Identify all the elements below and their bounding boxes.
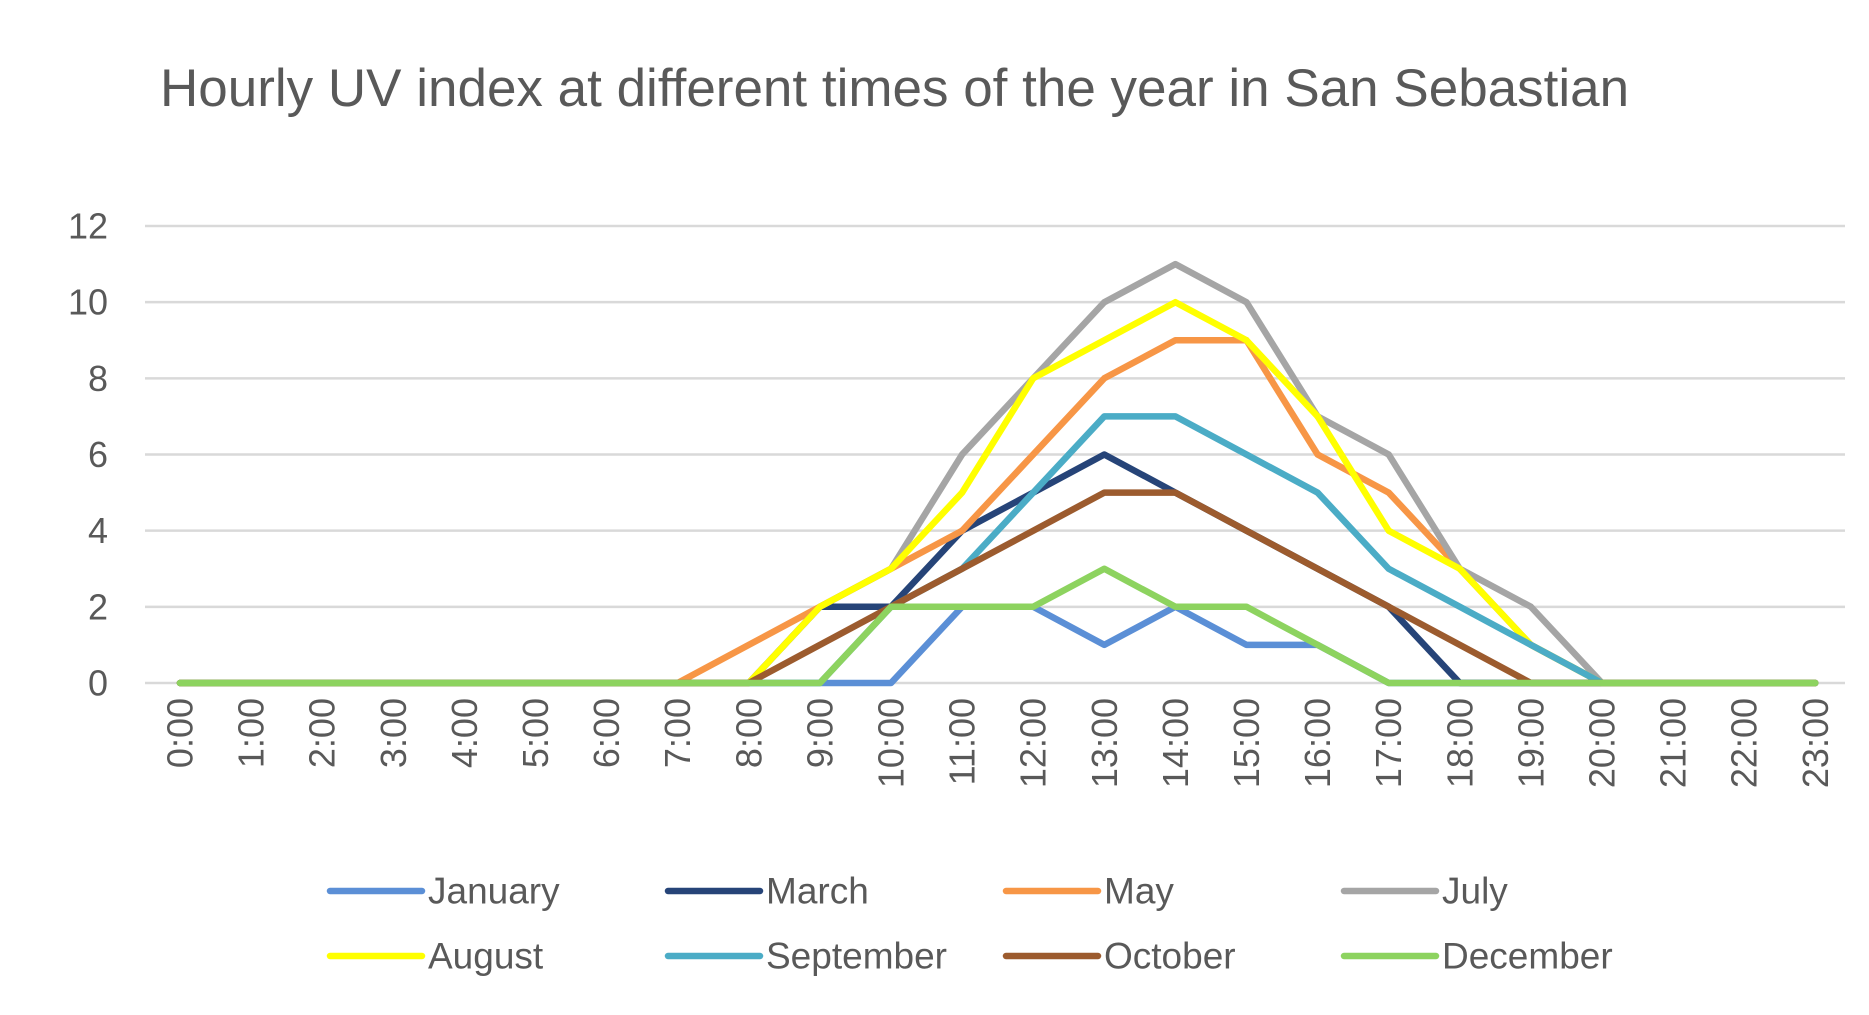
y-tick-label: 10 <box>68 282 108 323</box>
x-tick-label: 19:00 <box>1510 698 1551 788</box>
x-tick-label: 2:00 <box>302 698 343 768</box>
x-tick-label: 18:00 <box>1439 698 1480 788</box>
legend-label: January <box>428 871 560 912</box>
x-axis-tick-labels: 0:00 1:00 2:00 3:00 4:00 5:00 6:00 7:00 8:00 9:00… <box>160 698 1836 788</box>
x-tick-label: 0:00 <box>160 698 201 768</box>
legend-label: December <box>1442 936 1613 977</box>
legend: January March May July August September Octobe… <box>326 871 1613 977</box>
x-tick-label: 5:00 <box>515 698 556 768</box>
x-tick-label: 22:00 <box>1724 698 1765 788</box>
x-tick-label: 4:00 <box>444 698 485 768</box>
x-tick-label: 20:00 <box>1582 698 1623 788</box>
x-tick-label: 1:00 <box>231 698 272 768</box>
legend-label: May <box>1104 871 1174 912</box>
x-tick-label: 17:00 <box>1368 698 1409 788</box>
x-tick-label: 9:00 <box>799 698 840 768</box>
x-tick-label: 15:00 <box>1226 698 1267 788</box>
legend-item-august: August <box>326 936 544 977</box>
legend-label: September <box>766 936 947 977</box>
series-line-july <box>176 260 1819 687</box>
legend-item-january: January <box>326 871 560 912</box>
legend-label: October <box>1104 936 1236 977</box>
x-tick-label: 7:00 <box>657 698 698 768</box>
x-tick-label: 21:00 <box>1653 698 1694 788</box>
series-line-december <box>176 565 1819 687</box>
x-tick-label: 16:00 <box>1297 698 1338 788</box>
gridlines <box>145 224 1845 685</box>
series-line-october <box>176 489 1819 687</box>
legend-item-september: September <box>664 936 947 977</box>
y-axis-tick-labels: 0 2 4 6 8 10 12 <box>68 206 108 704</box>
legend-label: March <box>766 871 869 912</box>
y-tick-label: 0 <box>88 663 108 704</box>
x-tick-label: 3:00 <box>373 698 414 768</box>
x-tick-label: 10:00 <box>871 698 912 788</box>
x-tick-label: 11:00 <box>942 698 983 785</box>
y-tick-label: 6 <box>88 434 108 475</box>
data-series <box>176 260 1819 687</box>
legend-item-may: May <box>1002 871 1174 912</box>
legend-item-december: December <box>1340 936 1613 977</box>
legend-label: August <box>428 936 544 977</box>
y-tick-label: 2 <box>88 586 108 627</box>
x-tick-label: 14:00 <box>1155 698 1196 788</box>
x-tick-label: 12:00 <box>1013 698 1054 788</box>
legend-item-july: July <box>1340 871 1508 912</box>
legend-label: July <box>1442 871 1508 912</box>
x-tick-label: 13:00 <box>1084 698 1125 788</box>
legend-item-october: October <box>1002 936 1236 977</box>
y-tick-label: 8 <box>88 358 108 399</box>
x-tick-label: 23:00 <box>1795 698 1836 788</box>
x-tick-label: 6:00 <box>586 698 627 768</box>
y-tick-label: 4 <box>88 510 108 551</box>
chart-title: Hourly UV index at different times of th… <box>160 59 1630 118</box>
legend-item-march: March <box>664 871 869 912</box>
x-tick-label: 8:00 <box>728 698 769 768</box>
y-tick-label: 12 <box>68 206 108 247</box>
